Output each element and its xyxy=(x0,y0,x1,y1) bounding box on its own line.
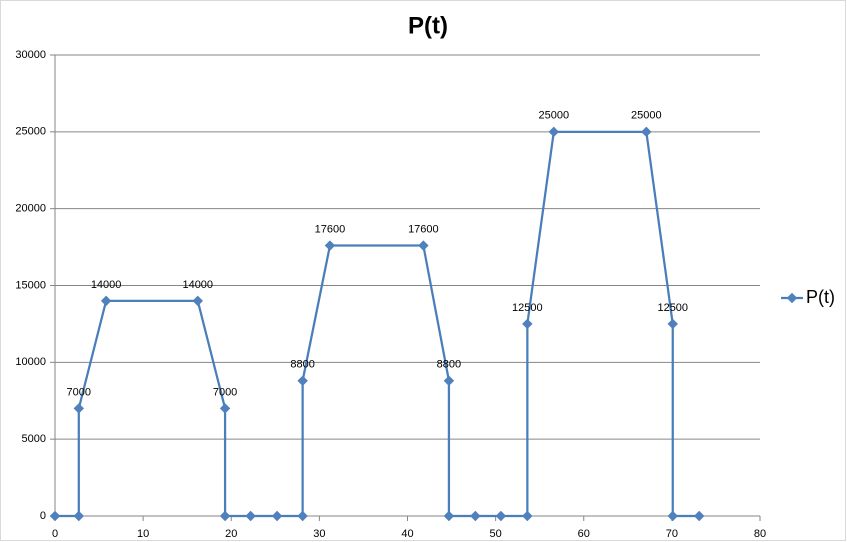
data-point xyxy=(219,510,231,522)
x-tick-label: 80 xyxy=(754,528,766,540)
legend-marker xyxy=(786,292,798,304)
data-label: 8800 xyxy=(437,359,461,371)
data-label: 25000 xyxy=(538,110,569,122)
data-point xyxy=(522,510,533,522)
data-label: 7000 xyxy=(67,386,91,398)
x-tick-label: 50 xyxy=(490,528,502,540)
data-point xyxy=(443,510,455,522)
y-tick-label: 10000 xyxy=(15,356,46,368)
data-point xyxy=(271,510,283,522)
data-point xyxy=(297,510,308,522)
legend-text: P(t) xyxy=(806,287,835,307)
data-point xyxy=(667,510,678,522)
data-point xyxy=(548,126,559,138)
data-point xyxy=(693,510,705,522)
data-point xyxy=(192,295,203,307)
data-label: 14000 xyxy=(182,279,213,291)
x-tick-label: 40 xyxy=(401,528,413,540)
data-point xyxy=(443,375,455,386)
data-point xyxy=(324,240,336,251)
data-point xyxy=(418,240,429,251)
y-tick-label: 15000 xyxy=(15,279,46,291)
y-tick-label: 25000 xyxy=(15,126,46,138)
y-tick-label: 30000 xyxy=(15,49,46,61)
x-tick-label: 30 xyxy=(313,528,325,540)
data-label: 7000 xyxy=(213,386,237,398)
data-point xyxy=(73,510,85,522)
x-tick-label: 70 xyxy=(666,528,678,540)
data-point xyxy=(297,375,308,386)
data-label: 8800 xyxy=(290,359,314,371)
data-point xyxy=(495,510,507,522)
data-point xyxy=(49,510,61,522)
data-point xyxy=(245,510,256,522)
x-tick-label: 0 xyxy=(52,528,58,540)
y-tick-label: 5000 xyxy=(22,433,46,445)
data-line xyxy=(55,130,700,518)
chart-title: P(t) xyxy=(408,12,448,39)
data-point xyxy=(641,126,652,138)
data-point xyxy=(522,318,533,330)
data-point xyxy=(100,295,112,307)
data-point xyxy=(667,318,678,330)
y-tick-label: 0 xyxy=(40,510,46,522)
data-label: 17600 xyxy=(408,223,439,235)
data-label: 17600 xyxy=(315,223,346,235)
data-point xyxy=(73,403,85,414)
data-label: 12500 xyxy=(657,302,688,314)
data-point xyxy=(219,403,231,414)
data-label: 14000 xyxy=(91,279,122,291)
x-tick-label: 20 xyxy=(225,528,237,540)
data-label: 25000 xyxy=(631,110,662,122)
x-tick-label: 60 xyxy=(578,528,590,540)
data-label: 12500 xyxy=(512,302,543,314)
x-tick-label: 10 xyxy=(137,528,149,540)
y-tick-label: 20000 xyxy=(15,203,46,215)
data-point xyxy=(470,510,481,522)
